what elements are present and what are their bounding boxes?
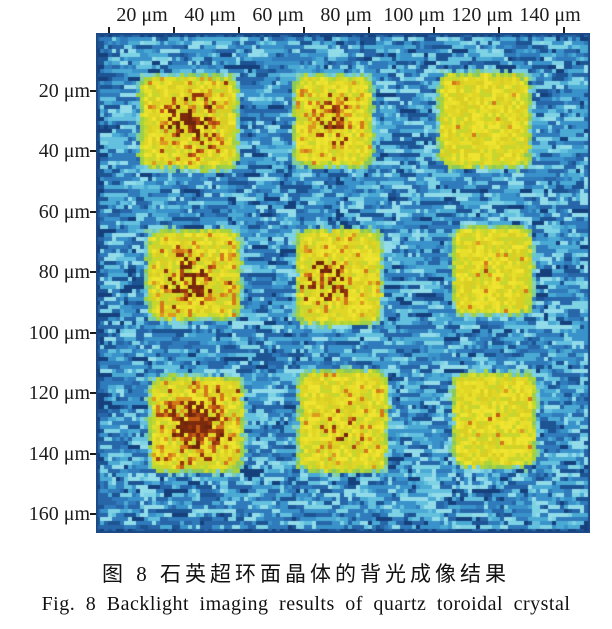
top-axis-label: 60 μm bbox=[252, 4, 304, 26]
left-tick bbox=[90, 392, 96, 394]
top-tick bbox=[303, 27, 305, 33]
left-tick bbox=[90, 89, 96, 92]
top-axis-label: 120 μm bbox=[451, 4, 513, 26]
left-axis-label: 40 μm bbox=[38, 140, 90, 162]
top-axis-label: 20 μm bbox=[116, 4, 168, 26]
left-axis-label: 100 μm bbox=[28, 321, 90, 344]
caption-english: Fig. 8 Backlight imaging results of quar… bbox=[41, 593, 571, 615]
left-axis-label: 160 μm bbox=[28, 503, 90, 525]
heatmap-image bbox=[96, 33, 590, 533]
top-axis-label: 100 μm bbox=[383, 4, 445, 26]
top-tick bbox=[108, 27, 110, 33]
top-tick bbox=[563, 27, 565, 33]
left-axis-label: 20 μm bbox=[38, 79, 90, 102]
left-axis-label: 80 μm bbox=[38, 261, 90, 283]
left-tick bbox=[90, 210, 96, 213]
left-tick bbox=[90, 513, 96, 515]
left-tick bbox=[90, 452, 96, 455]
top-tick bbox=[173, 27, 175, 33]
top-tick bbox=[433, 27, 435, 33]
top-axis-label: 40 μm bbox=[184, 4, 236, 26]
top-tick bbox=[238, 27, 240, 33]
caption-chinese: 图 8 石英超环面晶体的背光成像结果 bbox=[102, 562, 510, 586]
left-tick bbox=[90, 331, 96, 334]
top-axis-label: 80 μm bbox=[320, 4, 372, 26]
left-axis-label: 60 μm bbox=[38, 200, 90, 223]
top-axis-label: 140 μm bbox=[519, 4, 581, 26]
top-tick bbox=[368, 27, 370, 33]
left-axis-label: 140 μm bbox=[28, 442, 90, 465]
top-tick bbox=[498, 27, 500, 33]
left-tick bbox=[90, 271, 96, 273]
left-tick bbox=[90, 150, 96, 152]
left-axis-label: 120 μm bbox=[28, 382, 90, 404]
